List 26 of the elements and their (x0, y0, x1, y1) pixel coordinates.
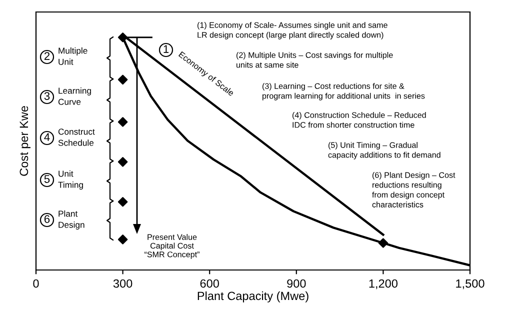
annotation: (5) Unit Timing – Gradual capacity additions to fit demand (328, 142, 440, 160)
annotation: 3 (44, 92, 50, 100)
annotation: 1 (164, 45, 169, 53)
annotation: Present Value Capital Cost “SMR Concept” (144, 234, 200, 259)
annotation: 4 (44, 133, 50, 141)
annotation: (4) Construction Schedule – Reduced IDC from shorter construction time (292, 112, 426, 128)
annotation: (2) Multiple Units – Cost savings for multiple units at same site (236, 52, 393, 68)
x-tick-label: 1,200 (369, 279, 398, 290)
annotation: 5 (44, 175, 50, 183)
annotation: 2 (44, 52, 50, 60)
annotation: 6 (44, 215, 50, 223)
annotation: (1) Economy of Scale- Assumes single unit and same LR design concept (large plant directly scaled down) (198, 22, 388, 40)
annotation: (6) Plant Design – Cost reductions resulting from design concept characteristics (372, 172, 456, 208)
annotation: Plant Design (58, 210, 84, 230)
annotation: Unit Timing (58, 170, 83, 190)
annotation: Multiple Unit (58, 47, 88, 65)
annotation: Learning Curve (58, 87, 91, 105)
x-axis-title: Plant Capacity (Mwe) (198, 291, 308, 302)
annotation: (3) Learning – Cost reductions for site & program learning for additional units in series (262, 83, 425, 100)
annotation: Construct Schedule (58, 128, 95, 146)
x-tick-label: 900 (287, 279, 306, 288)
y-axis-title: Cost per Kwe (20, 106, 30, 176)
x-tick-label: 1,500 (456, 279, 484, 290)
x-tick-label: 300 (113, 279, 132, 288)
x-tick-label: 0 (33, 279, 39, 288)
x-tick-label: 600 (200, 279, 219, 288)
